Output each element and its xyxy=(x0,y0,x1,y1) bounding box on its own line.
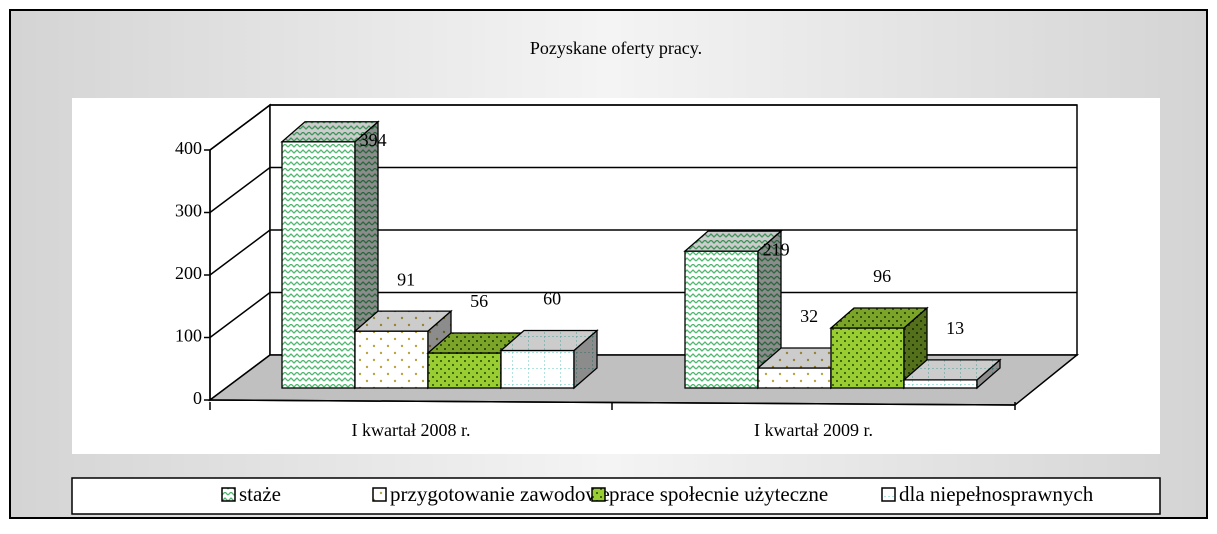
x-tick-label: I kwartał 2008 r. xyxy=(352,420,471,440)
bar-top xyxy=(499,329,599,352)
bar-front xyxy=(830,327,905,389)
grid-line xyxy=(209,229,1077,276)
bar-front xyxy=(757,367,832,389)
bar xyxy=(902,358,1002,390)
legend xyxy=(71,477,1161,515)
bar-top-shade xyxy=(355,311,451,332)
bar-front xyxy=(903,379,978,389)
bar-top xyxy=(902,359,1002,381)
bar-top xyxy=(683,230,783,252)
grid-line xyxy=(209,104,1077,151)
legend-label: dla niepełnosprawnych xyxy=(899,482,1094,506)
value-label: 96 xyxy=(873,266,891,286)
y-tick-label: 0 xyxy=(193,388,202,408)
bar-side-shade xyxy=(977,359,1000,388)
bar-top-shade xyxy=(758,348,854,368)
bar-top-shade xyxy=(501,330,597,351)
value-label: 32 xyxy=(800,306,818,326)
bar-side-shade xyxy=(758,231,781,388)
bar-front xyxy=(354,330,429,389)
legend-label: staże xyxy=(239,482,281,506)
bar-top xyxy=(353,310,453,332)
value-label: 60 xyxy=(543,289,561,309)
legend-swatch xyxy=(372,487,387,502)
legend-swatch xyxy=(591,487,606,502)
bar xyxy=(829,306,929,390)
bar-top-shade xyxy=(282,121,378,142)
grid-line xyxy=(209,166,1077,214)
chart-title: Pozyskane oferty pracy. xyxy=(530,38,702,58)
legend-swatch xyxy=(221,487,236,502)
bar-front xyxy=(684,250,759,389)
bar-top-shade xyxy=(904,359,1000,380)
y-tick-label: 100 xyxy=(175,326,202,346)
grid-line xyxy=(209,291,1077,339)
bar xyxy=(683,229,783,390)
x-tick-label: I kwartał 2009 r. xyxy=(754,420,873,440)
legend-label: przygotowanie zawodowe xyxy=(390,482,610,506)
bar-top-shade xyxy=(685,231,781,252)
bar-front xyxy=(427,352,502,389)
y-tick-label: 200 xyxy=(175,263,202,283)
value-label: 394 xyxy=(360,130,387,150)
bar-top xyxy=(829,307,929,329)
bar-top xyxy=(280,121,380,143)
y-tick-label: 400 xyxy=(175,138,202,158)
legend-label: prace społecnie użyteczne xyxy=(609,482,828,506)
bar xyxy=(499,329,599,390)
bar-side-shade xyxy=(574,330,597,388)
value-label: 219 xyxy=(763,239,790,259)
value-label: 91 xyxy=(397,269,415,289)
y-tick-label: 300 xyxy=(175,201,202,221)
value-label: 56 xyxy=(470,291,488,311)
bar-front xyxy=(281,141,356,389)
bar-top-shade xyxy=(428,333,524,353)
legend-swatch xyxy=(881,487,896,502)
value-label: 13 xyxy=(946,318,964,338)
bar-top-shade xyxy=(831,308,927,328)
bar-front xyxy=(500,349,575,389)
